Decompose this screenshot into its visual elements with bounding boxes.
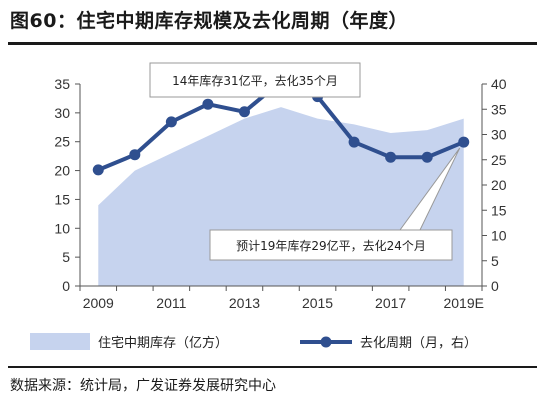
- legend-label-turnover: 去化周期（月，右）: [360, 336, 477, 351]
- legend-label-inventory: 住宅中期库存（亿方）: [98, 335, 228, 351]
- right-tick-label: 25: [491, 152, 507, 168]
- left-tick-label: 0: [62, 278, 70, 294]
- legend-swatch-turnover-point: [320, 336, 332, 348]
- right-tick-label: 10: [491, 228, 507, 244]
- turnover-point: [421, 151, 433, 163]
- right-tick-label: 40: [491, 76, 507, 92]
- x-tick-label: 2013: [229, 295, 260, 311]
- figure-title: 图60：住宅中期库存规模及去化周期（年度）: [10, 10, 408, 32]
- x-tick-label: 2015: [302, 295, 333, 311]
- callout-1-box: [149, 62, 361, 98]
- right-tick-label: 20: [491, 177, 507, 193]
- turnover-point: [202, 98, 214, 110]
- right-tick-label: 15: [491, 202, 507, 218]
- callout-2-text: 预计19年库存29亿平，去化24个月: [236, 238, 426, 253]
- x-tick-label: 2011: [156, 295, 186, 311]
- source-note: 数据来源：统计局，广发证券发展研究中心: [10, 378, 276, 394]
- left-tick-label: 5: [62, 249, 70, 265]
- turnover-point: [238, 106, 250, 118]
- source-rule: [8, 366, 537, 368]
- turnover-point: [165, 116, 177, 128]
- left-tick-label: 15: [54, 191, 70, 207]
- legend: 住宅中期库存（亿方） 去化周期（月，右）: [30, 333, 477, 351]
- turnover-point: [92, 164, 104, 176]
- x-tick-label: 2017: [375, 295, 406, 311]
- legend-swatch-inventory: [30, 333, 90, 350]
- axes-layer: 0 5 10 15 20 25 30 35 0 5 10 15 20 25 30 35 40 2009 2011 20…: [54, 76, 506, 311]
- turnover-point: [458, 136, 470, 148]
- right-tick-label: 35: [491, 101, 507, 117]
- left-tick-label: 25: [54, 134, 70, 150]
- right-tick-label: 0: [491, 278, 499, 294]
- right-tick-label: 30: [491, 127, 507, 143]
- turnover-point: [385, 151, 397, 163]
- callout-1-text: 14年库存31亿平，去化35个月: [172, 73, 338, 88]
- left-tick-label: 30: [54, 105, 70, 121]
- callout-2-box: [209, 229, 453, 261]
- x-tick-label: 2019E: [443, 295, 483, 311]
- turnover-point: [348, 136, 360, 148]
- left-tick-label: 10: [54, 220, 70, 236]
- title-rule: [8, 42, 537, 45]
- left-tick-label: 20: [54, 163, 70, 179]
- x-tick-label: 2009: [83, 295, 114, 311]
- right-tick-label: 5: [491, 253, 499, 269]
- turnover-point: [129, 149, 141, 161]
- left-tick-label: 35: [54, 76, 70, 92]
